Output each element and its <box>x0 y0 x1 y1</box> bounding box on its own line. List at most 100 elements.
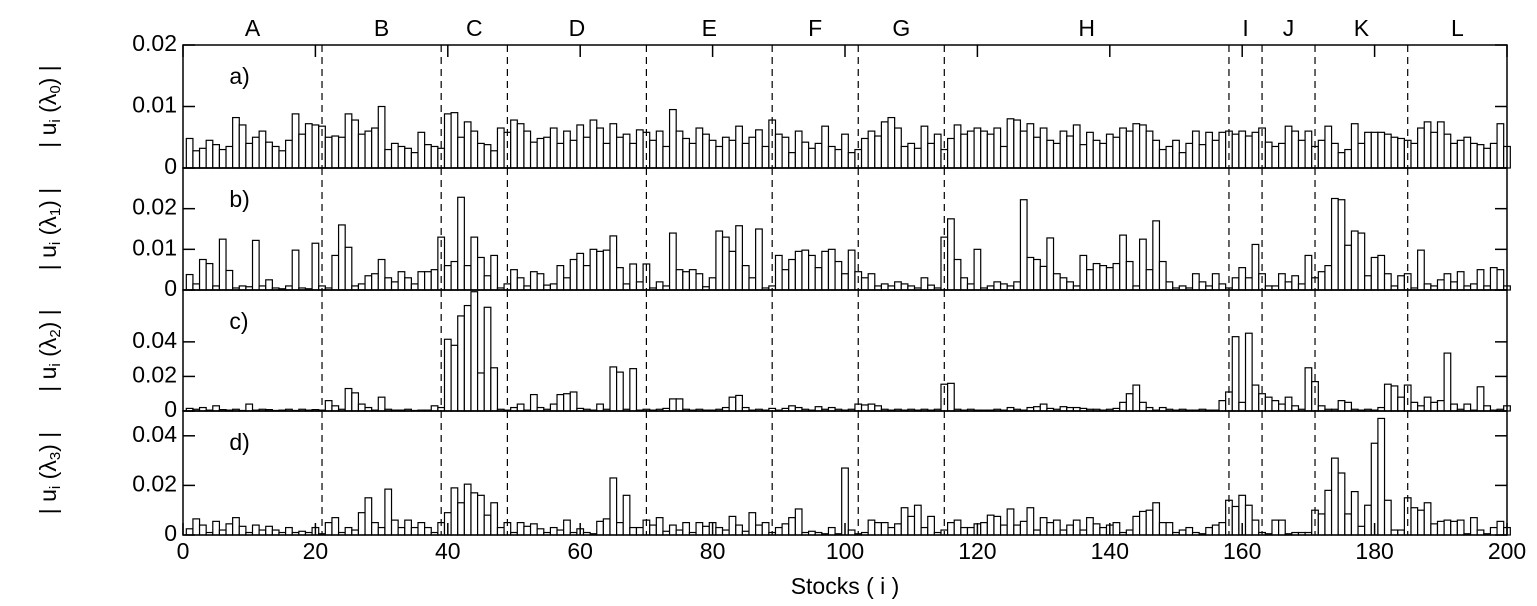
bar <box>483 144 492 169</box>
bar <box>410 283 419 291</box>
bar <box>1456 139 1465 169</box>
bar <box>529 523 538 536</box>
bar <box>371 127 379 169</box>
bar <box>874 521 883 536</box>
bar <box>311 242 320 291</box>
bar <box>1443 273 1452 291</box>
bar <box>576 252 585 291</box>
bar <box>655 281 664 291</box>
bar <box>1436 400 1445 412</box>
bar <box>1403 497 1412 536</box>
bar <box>668 524 677 536</box>
bar <box>589 119 598 169</box>
bar <box>1364 131 1372 169</box>
bar <box>1383 383 1392 412</box>
bar <box>430 269 439 291</box>
bar <box>1476 269 1485 291</box>
bar <box>715 230 724 291</box>
bar <box>1079 144 1088 169</box>
bar <box>1410 142 1419 169</box>
bar <box>1066 281 1074 291</box>
y-tick-label: 0.02 <box>132 194 177 220</box>
bar <box>721 236 730 291</box>
bar <box>721 136 730 169</box>
bar <box>1218 521 1227 536</box>
bar <box>1489 267 1498 291</box>
bar <box>1291 405 1300 412</box>
bar <box>232 116 240 169</box>
bar <box>1244 332 1253 412</box>
y-axis-title-part: | u <box>35 489 61 514</box>
bar <box>1158 260 1167 291</box>
bar <box>291 113 300 169</box>
bar <box>1145 509 1154 536</box>
bar <box>1278 519 1286 536</box>
bar <box>894 127 902 169</box>
bar <box>265 279 273 291</box>
bar <box>192 518 201 536</box>
bar <box>973 248 982 291</box>
x-tick-label: 160 <box>1223 538 1261 564</box>
bar <box>1119 401 1127 412</box>
bar <box>377 396 386 412</box>
bar <box>1033 258 1041 291</box>
bar <box>1463 403 1472 412</box>
bar <box>715 526 724 536</box>
bar <box>1125 260 1134 291</box>
bar <box>1138 401 1147 412</box>
bar <box>1046 237 1055 291</box>
bar <box>635 129 644 169</box>
bar <box>616 267 624 291</box>
bar <box>1072 124 1081 169</box>
bar <box>1390 385 1399 412</box>
bar <box>1456 519 1465 536</box>
bar <box>1344 148 1353 169</box>
bar <box>629 142 638 169</box>
bar <box>1244 504 1253 536</box>
bar <box>596 403 604 412</box>
bar <box>629 263 638 291</box>
bar <box>1006 118 1015 169</box>
bar <box>675 398 684 412</box>
bar <box>516 123 525 169</box>
bar <box>953 124 962 169</box>
x-tick-label: 60 <box>567 538 593 564</box>
panel-label: d) <box>229 429 249 455</box>
bar <box>457 502 465 536</box>
bar <box>761 521 770 536</box>
bar <box>404 277 412 291</box>
bar <box>1178 152 1187 169</box>
bar <box>635 526 644 536</box>
bar <box>457 196 465 291</box>
bar <box>212 144 221 169</box>
bar <box>966 283 975 291</box>
bar <box>973 127 982 169</box>
bar <box>834 148 843 169</box>
bar <box>1039 403 1048 412</box>
y-axis-title-part: i <box>47 486 64 489</box>
bar <box>1086 131 1094 169</box>
bar <box>1264 141 1273 169</box>
bar <box>622 283 631 291</box>
bar <box>953 519 962 536</box>
y-axis-title-part: 0 <box>47 85 64 93</box>
bar <box>543 136 552 169</box>
bar <box>490 254 499 291</box>
bar <box>781 523 790 536</box>
bar <box>1198 144 1207 169</box>
bar <box>1198 281 1207 291</box>
bar <box>1324 125 1333 169</box>
bar <box>549 526 558 536</box>
bar <box>980 521 988 536</box>
bar <box>483 514 492 536</box>
bar <box>397 271 406 291</box>
bar <box>927 142 935 169</box>
y-axis-title-part: i <box>47 242 64 245</box>
bar <box>1211 273 1220 291</box>
bar <box>821 250 830 291</box>
bar <box>900 283 909 291</box>
bar <box>993 127 1002 169</box>
bar <box>457 315 465 412</box>
bar <box>476 494 485 536</box>
bar <box>470 492 479 536</box>
